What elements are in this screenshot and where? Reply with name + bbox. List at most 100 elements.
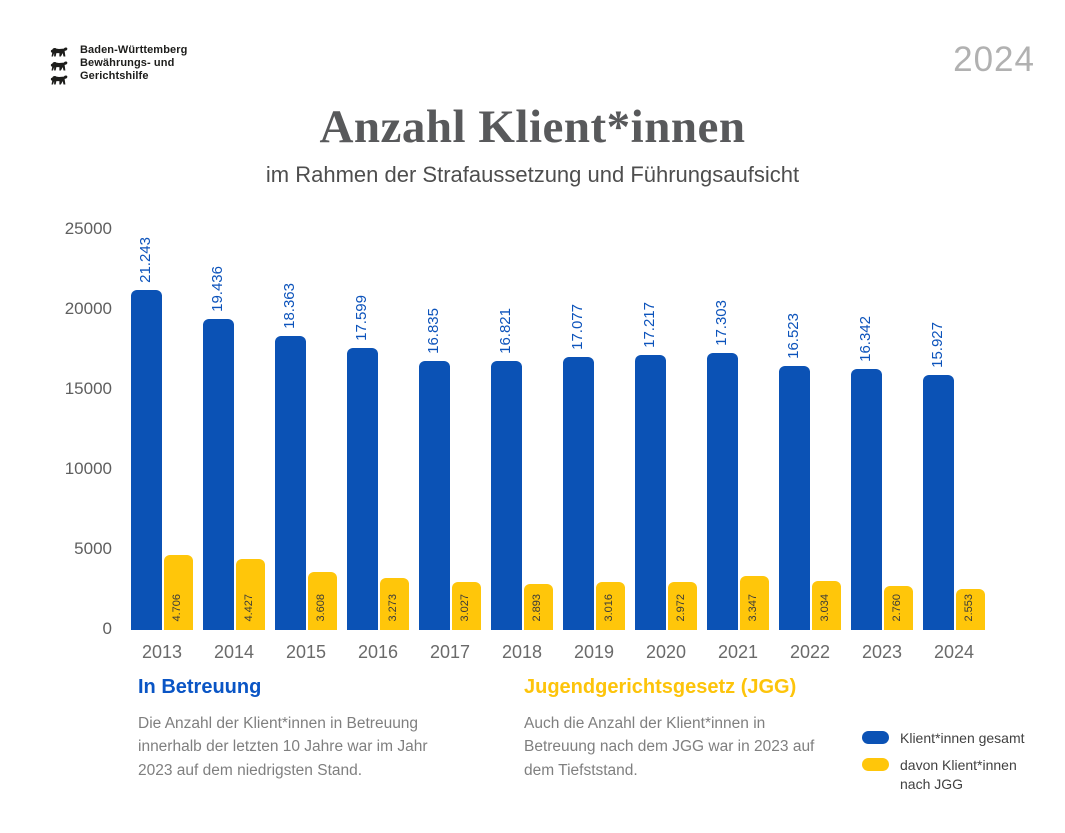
x-tick-label-2016: 2016: [357, 642, 399, 662]
bw-three-lions-icon: [46, 44, 72, 86]
bar-label-jgg-2014: 4.427: [243, 594, 255, 622]
bar-jgg-2020: [668, 582, 697, 630]
bar-jgg-2023: [884, 586, 913, 630]
bar-jgg-2016: [380, 578, 409, 630]
bar-group-2023: 16.342 2.760 2023: [846, 230, 918, 662]
legend-swatch-total: [862, 731, 889, 744]
bar-total-2015: [275, 336, 306, 630]
bar-label-total-2024: 15.927: [929, 322, 946, 368]
x-tick-label-2020: 2020: [645, 642, 687, 662]
x-tick-label-2013: 2013: [141, 642, 183, 662]
bar-label-jgg-2019: 3.016: [603, 594, 615, 622]
bar-label-jgg-2015: 3.608: [315, 594, 327, 622]
bar-label-jgg-2013: 4.706: [171, 594, 183, 622]
bar-jgg-2021: [740, 576, 769, 630]
bar-label-total-2023: 16.342: [857, 316, 874, 362]
plot-area: 21.243 4.706 2013 19.436 4.427 2014 18.363 3.60…: [126, 230, 990, 662]
y-axis: 0 5000 10000 15000 20000 25000: [0, 219, 112, 638]
legend-item-jgg: davon Klient*innen nach JGG: [862, 756, 1050, 794]
bar-label-jgg-2024: 2.553: [963, 594, 975, 622]
bar-jgg-2022: [812, 581, 841, 630]
bar-group-2019: 17.077 3.016 2019: [558, 230, 630, 662]
bar-total-2021: [707, 353, 738, 630]
x-tick-label-2015: 2015: [285, 642, 327, 662]
bar-jgg-2018: [524, 584, 553, 630]
bar-label-total-2021: 17.303: [713, 300, 730, 346]
bar-group-2021: 17.303 3.347 2021: [702, 230, 774, 662]
bar-group-2014: 19.436 4.427 2014: [198, 230, 270, 662]
bar-label-jgg-2018: 2.893: [531, 594, 543, 622]
bar-label-total-2014: 19.436: [209, 266, 226, 312]
x-tick-label-2014: 2014: [213, 642, 255, 662]
x-tick-label-2018: 2018: [501, 642, 543, 662]
bar-total-2018: [491, 361, 522, 630]
bar-total-2022: [779, 366, 810, 630]
section-body-betreuung: Die Anzahl der Klient*innen in Betreuung…: [138, 715, 428, 779]
legend-item-total: Klient*innen gesamt: [862, 729, 1050, 748]
chart-legend: Klient*innen gesamt davon Klient*innen n…: [862, 729, 1050, 794]
bar-label-jgg-2023: 2.760: [891, 594, 903, 622]
y-tick-label: 25000: [64, 219, 112, 238]
x-tick-label-2021: 2021: [717, 642, 759, 662]
bar-label-total-2016: 17.599: [353, 295, 370, 341]
legend-label-jgg: davon Klient*innen nach JGG: [900, 756, 1017, 792]
section-heading-jgg: Jugendgerichtsgesetz (JGG): [524, 676, 797, 698]
y-tick-label: 0: [102, 619, 112, 638]
x-tick-label-2024: 2024: [933, 642, 975, 662]
bar-total-2013: [131, 290, 162, 630]
x-tick-label-2019: 2019: [573, 642, 615, 662]
x-tick-label-2023: 2023: [861, 642, 903, 662]
bar-label-jgg-2022: 3.034: [819, 594, 831, 622]
y-tick-label: 15000: [64, 379, 112, 398]
bar-group-2018: 16.821 2.893 2018: [486, 230, 558, 662]
section-heading-betreuung: In Betreuung: [138, 676, 262, 698]
bar-label-jgg-2017: 3.027: [459, 594, 471, 622]
bar-group-2024: 15.927 2.553 2024: [918, 230, 990, 662]
page-subtitle: im Rahmen der Strafaussetzung und Führun…: [265, 162, 800, 187]
bar-group-2020: 17.217 2.972 2020: [630, 230, 702, 662]
y-tick-label: 5000: [74, 539, 112, 558]
y-tick-label: 10000: [64, 459, 112, 478]
bar-jgg-2024: [956, 589, 985, 630]
bw-logo: Baden-Württemberg Bewährungs- und Gerich…: [46, 44, 187, 86]
bar-total-2017: [419, 361, 450, 630]
bar-label-jgg-2020: 2.972: [675, 594, 687, 622]
bar-group-2022: 16.523 3.034 2022: [774, 230, 846, 662]
x-tick-label-2017: 2017: [429, 642, 471, 662]
page-title: Anzahl Klient*innen: [319, 101, 746, 153]
bar-jgg-2015: [308, 572, 337, 630]
bar-group-2013: 21.243 4.706 2013: [126, 230, 198, 662]
bar-group-2016: 17.599 3.273 2016: [342, 230, 414, 662]
bar-total-2020: [635, 355, 666, 630]
bar-label-total-2022: 16.523: [785, 313, 802, 359]
bar-jgg-2019: [596, 582, 625, 630]
bar-label-total-2019: 17.077: [569, 304, 586, 350]
bar-jgg-2014: [236, 559, 265, 630]
bar-jgg-2017: [452, 582, 481, 630]
bar-total-2023: [851, 369, 882, 630]
logo-line-2: Bewährungs- und: [80, 57, 175, 69]
report-year: 2024: [953, 40, 1035, 79]
bar-group-2015: 18.363 3.608 2015: [270, 230, 342, 662]
bar-label-total-2015: 18.363: [281, 283, 298, 329]
y-tick-label: 20000: [64, 299, 112, 318]
bar-label-total-2018: 16.821: [497, 308, 514, 354]
bar-label-total-2017: 16.835: [425, 308, 442, 354]
bar-label-total-2020: 17.217: [641, 302, 658, 348]
bar-group-2017: 16.835 3.027 2017: [414, 230, 486, 662]
bar-total-2016: [347, 348, 378, 630]
legend-swatch-jgg: [862, 757, 889, 771]
bar-label-total-2013: 21.243: [137, 237, 154, 283]
bar-total-2024: [923, 375, 954, 630]
logo-wordmark: Baden-Württemberg Bewährungs- und Gerich…: [80, 44, 187, 83]
logo-line-1: Baden-Württemberg: [80, 44, 188, 56]
bar-total-2014: [203, 319, 234, 630]
legend-label-total: Klient*innen gesamt: [900, 730, 1025, 746]
x-tick-label-2022: 2022: [789, 642, 831, 662]
bar-total-2019: [563, 357, 594, 630]
logo-line-3: Gerichtshilfe: [80, 70, 149, 82]
section-body-jgg: Auch die Anzahl der Klient*innen in Betr…: [524, 715, 815, 779]
bar-jgg-2013: [164, 555, 193, 630]
bar-label-jgg-2016: 3.273: [387, 594, 399, 622]
